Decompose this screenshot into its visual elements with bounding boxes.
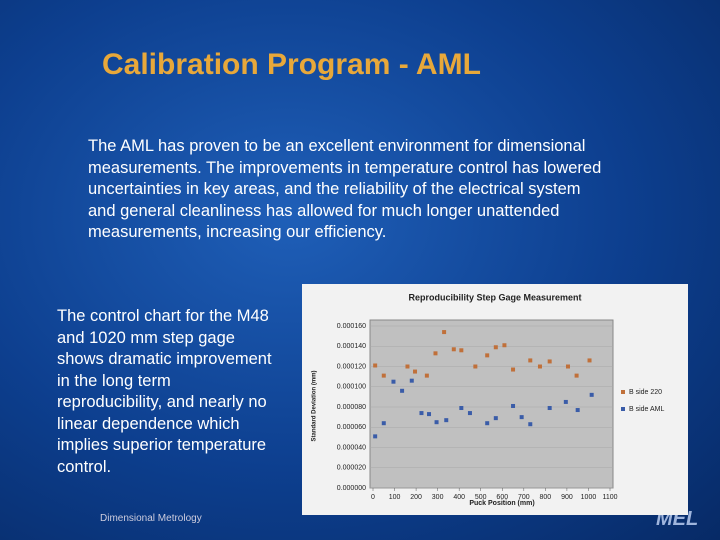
point — [485, 421, 490, 426]
point — [434, 420, 439, 425]
point — [459, 348, 464, 353]
legend-marker — [621, 407, 625, 411]
point — [427, 412, 432, 417]
x-tick-label: 0 — [371, 494, 375, 501]
point — [400, 388, 405, 393]
y-tick-label: 0.000040 — [337, 444, 366, 451]
point — [528, 358, 533, 363]
y-tick-label: 0.000000 — [337, 485, 366, 492]
point — [547, 359, 552, 364]
footer: Dimensional Metrology — [100, 513, 202, 524]
body-text: The AML has proven to be an excellent en… — [88, 137, 602, 241]
point — [511, 403, 516, 408]
legend-label: B side 220 — [629, 389, 662, 396]
legend-marker — [621, 390, 625, 394]
point — [373, 434, 378, 439]
point — [589, 392, 594, 397]
point — [444, 418, 449, 423]
point — [587, 358, 592, 363]
point — [563, 399, 568, 404]
point — [502, 343, 507, 348]
y-tick-label: 0.000100 — [337, 384, 366, 391]
y-tick-label: 0.000160 — [337, 323, 366, 330]
point — [381, 421, 386, 426]
point — [547, 406, 552, 411]
x-tick-label: 500 — [475, 494, 487, 501]
point — [451, 347, 456, 352]
point — [419, 411, 424, 416]
chart: Reproducibility Step Gage Measurement Pu… — [302, 284, 688, 515]
x-tick-label: 900 — [561, 494, 573, 501]
x-tick-label: 200 — [410, 494, 422, 501]
y-tick-label: 0.000140 — [337, 343, 366, 350]
x-axis-label: Puck Position (mm) — [469, 500, 534, 507]
legend-label: B side AML — [629, 406, 665, 413]
point — [459, 406, 464, 411]
y-tick-label: 0.000020 — [337, 465, 366, 472]
y-tick-label: 0.000120 — [337, 363, 366, 370]
point — [442, 330, 447, 335]
point — [575, 408, 580, 413]
point — [391, 379, 396, 384]
x-tick-label: 100 — [389, 494, 401, 501]
point — [574, 373, 579, 378]
point — [467, 411, 472, 416]
point — [433, 351, 438, 356]
slide-title: Calibration Program - AML — [102, 48, 481, 81]
y-tick-label: 0.000060 — [337, 424, 366, 431]
x-tick-label: 1100 — [602, 494, 617, 501]
point — [511, 367, 516, 372]
point — [473, 364, 478, 369]
point — [409, 378, 414, 383]
x-tick-label: 700 — [518, 494, 530, 501]
y-tick-label: 0.000080 — [337, 404, 366, 411]
point — [519, 415, 524, 420]
point — [528, 422, 533, 427]
point — [485, 353, 490, 358]
point — [413, 369, 418, 374]
point — [493, 345, 498, 350]
x-tick-label: 1000 — [581, 494, 597, 501]
point — [424, 373, 429, 378]
point — [373, 363, 378, 368]
plot-area — [369, 319, 614, 489]
chart-title: Reproducibility Step Gage Measurement — [408, 292, 581, 302]
x-tick-label: 800 — [540, 494, 552, 501]
point — [565, 364, 570, 369]
y-axis-label: Standard Deviation (mm) — [312, 370, 318, 441]
point — [493, 416, 498, 421]
x-tick-label: 400 — [453, 494, 465, 501]
point — [381, 373, 386, 378]
x-tick-label: 300 — [432, 494, 444, 501]
side-text: The control chart for the M48 and 1020 m… — [57, 307, 272, 476]
point — [537, 364, 542, 369]
point — [405, 364, 410, 369]
x-tick-label: 600 — [496, 494, 508, 501]
